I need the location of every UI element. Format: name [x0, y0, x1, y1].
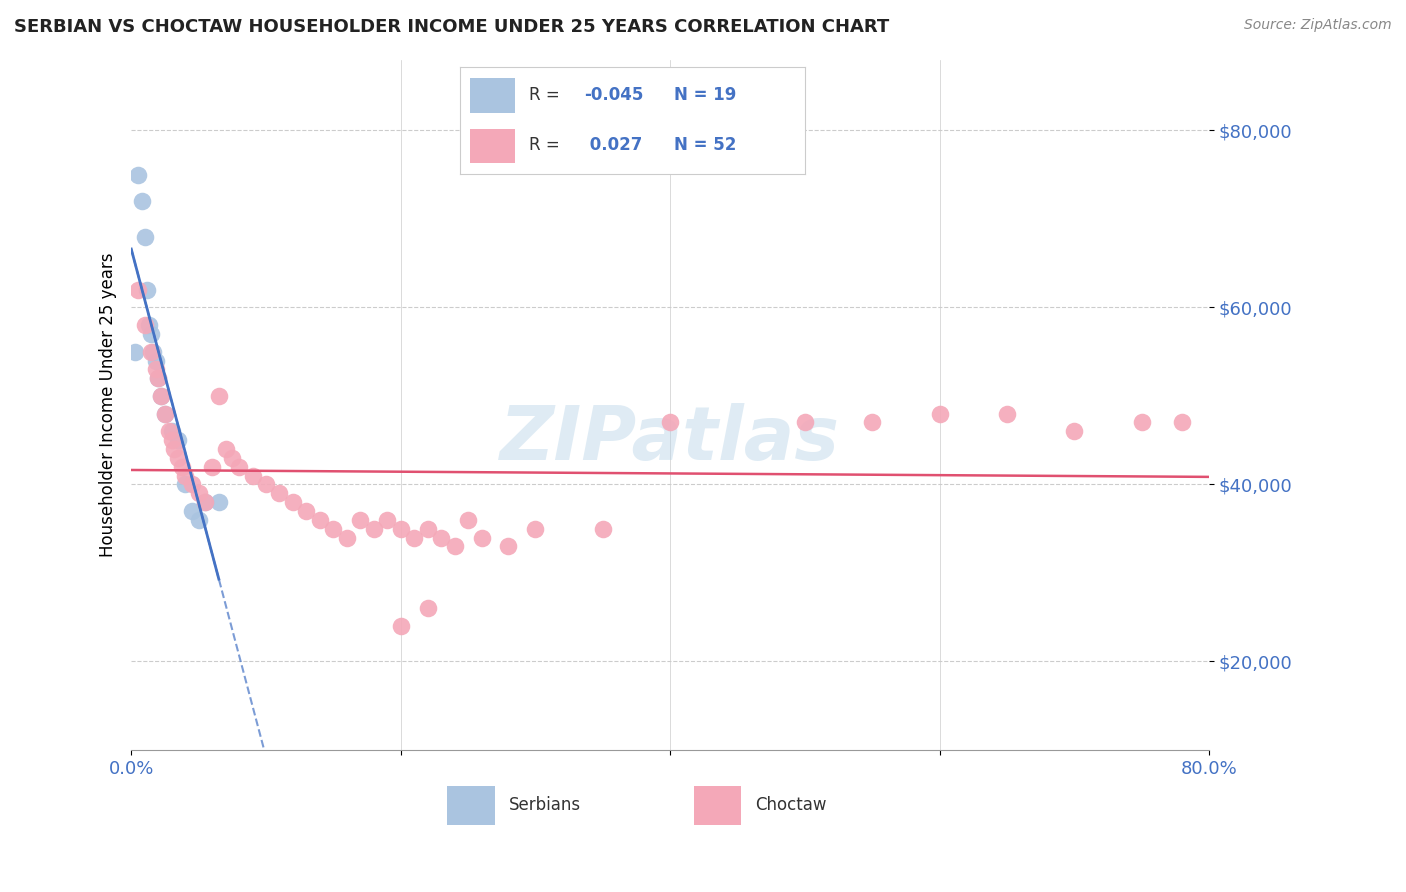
Point — [416, 601, 439, 615]
Point — [153, 407, 176, 421]
Point — [187, 486, 209, 500]
Point — [138, 318, 160, 332]
Point — [208, 389, 231, 403]
Y-axis label: Householder Income Under 25 years: Householder Income Under 25 years — [100, 252, 117, 557]
Point — [172, 459, 194, 474]
Point — [124, 344, 146, 359]
Point — [221, 450, 243, 465]
Point — [201, 459, 224, 474]
Point — [242, 468, 264, 483]
Point — [160, 433, 183, 447]
Point — [1063, 425, 1085, 439]
Point — [416, 522, 439, 536]
Point — [174, 477, 197, 491]
Point — [187, 513, 209, 527]
Point — [659, 416, 682, 430]
Point — [269, 486, 291, 500]
Point — [214, 442, 236, 456]
Point — [524, 522, 547, 536]
Point — [142, 344, 165, 359]
Point — [995, 407, 1018, 421]
Point — [793, 416, 815, 430]
Point — [127, 168, 149, 182]
Point — [148, 371, 170, 385]
Point — [375, 513, 398, 527]
Point — [404, 531, 426, 545]
Point — [149, 389, 172, 403]
Point — [457, 513, 479, 527]
Point — [470, 531, 492, 545]
Point — [228, 459, 250, 474]
Point — [1171, 416, 1194, 430]
Point — [322, 522, 344, 536]
Point — [160, 425, 183, 439]
Point — [430, 531, 453, 545]
Point — [157, 425, 180, 439]
Point — [295, 504, 318, 518]
Point — [194, 495, 217, 509]
Point — [134, 229, 156, 244]
Point — [167, 450, 190, 465]
Point — [141, 344, 163, 359]
Point — [131, 194, 153, 209]
Point — [309, 513, 332, 527]
Point — [136, 283, 159, 297]
Point — [928, 407, 950, 421]
Text: SERBIAN VS CHOCTAW HOUSEHOLDER INCOME UNDER 25 YEARS CORRELATION CHART: SERBIAN VS CHOCTAW HOUSEHOLDER INCOME UN… — [14, 18, 890, 36]
Point — [860, 416, 883, 430]
Point — [389, 619, 412, 633]
Point — [254, 477, 277, 491]
Point — [281, 495, 304, 509]
Point — [174, 468, 197, 483]
Point — [443, 540, 465, 554]
Point — [141, 326, 163, 341]
Point — [389, 522, 412, 536]
Point — [180, 504, 202, 518]
Point — [127, 283, 149, 297]
Text: ZIPatlas: ZIPatlas — [501, 403, 841, 475]
Point — [167, 433, 190, 447]
Point — [163, 442, 186, 456]
Point — [149, 389, 172, 403]
Text: Source: ZipAtlas.com: Source: ZipAtlas.com — [1244, 18, 1392, 32]
Point — [134, 318, 156, 332]
Point — [349, 513, 371, 527]
Point — [145, 353, 167, 368]
Point — [153, 407, 176, 421]
Point — [194, 495, 217, 509]
Point — [363, 522, 385, 536]
Point — [592, 522, 614, 536]
Point — [336, 531, 359, 545]
Point — [208, 495, 231, 509]
Point — [145, 362, 167, 376]
Point — [180, 477, 202, 491]
Point — [498, 540, 520, 554]
Point — [1130, 416, 1153, 430]
Point — [148, 371, 170, 385]
